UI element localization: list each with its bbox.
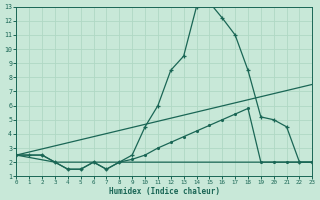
X-axis label: Humidex (Indice chaleur): Humidex (Indice chaleur) — [109, 187, 220, 196]
